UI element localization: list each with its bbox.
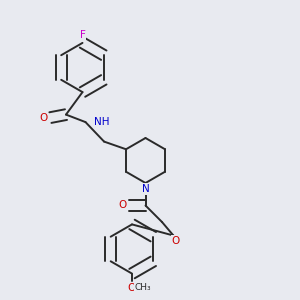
Text: O: O bbox=[128, 283, 136, 293]
Text: O: O bbox=[172, 236, 180, 246]
Text: NH: NH bbox=[94, 117, 110, 127]
Text: O: O bbox=[40, 112, 48, 123]
Text: O: O bbox=[118, 200, 126, 211]
Text: N: N bbox=[142, 184, 149, 194]
Text: F: F bbox=[80, 30, 85, 40]
Text: CH₃: CH₃ bbox=[134, 283, 151, 292]
